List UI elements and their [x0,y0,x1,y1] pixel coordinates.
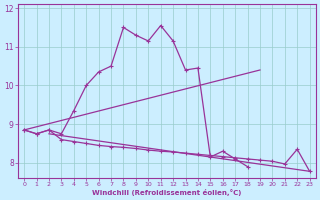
X-axis label: Windchill (Refroidissement éolien,°C): Windchill (Refroidissement éolien,°C) [92,189,242,196]
